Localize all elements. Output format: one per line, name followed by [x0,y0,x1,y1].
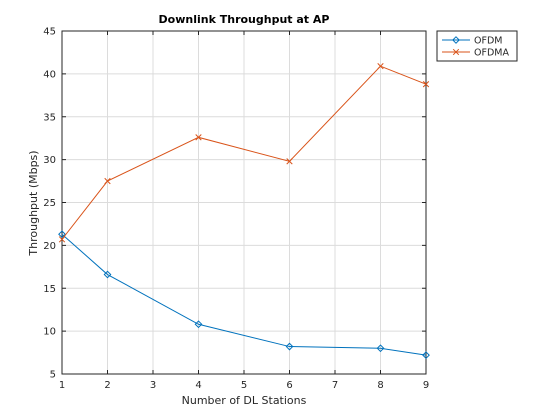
x-tick-label: 8 [377,380,383,391]
data-point-ofdm [376,344,385,353]
y-tick-label: 10 [43,327,56,338]
x-tick-label: 9 [423,380,429,391]
data-point-ofdma [422,81,430,88]
legend-label-ofdma: OFDMA [474,48,509,59]
data-point-ofdma [195,134,202,141]
data-point-ofdma [104,177,111,185]
y-tick-label: 5 [50,370,56,381]
data-point-ofdma-stroke [286,158,293,165]
legend-box [436,30,518,62]
y-tick-label: 30 [43,155,56,166]
x-tick-label: 5 [241,380,247,391]
legend-label-ofdm: OFDM [474,36,502,47]
series-line-ofdma [61,65,427,240]
x-tick-label: 7 [332,380,338,391]
chart-title: Downlink Throughput at AP [159,13,330,26]
series-line-ofdm [61,233,427,356]
data-point-ofdma [58,236,66,243]
series-lines [58,63,430,360]
data-point-ofdm [58,230,66,239]
y-tick-label: 35 [43,112,56,123]
x-axis-label: Number of DL Stations [182,394,307,407]
data-point-ofdm [103,270,112,279]
data-point-ofdma [286,158,293,165]
data-point-ofdma-stroke [422,81,430,88]
data-point-ofdm [194,320,203,329]
data-point-ofdm [285,342,294,351]
series-ofdm [58,230,430,360]
data-point-ofdma-stroke [377,63,384,70]
y-tick-label: 25 [43,198,56,209]
y-tick-label: 45 [43,27,56,38]
data-point-ofdm [422,351,430,360]
legend-item-ofdm: OFDM [442,36,502,47]
x-tick-label: 3 [150,380,156,391]
x-tick-label: 6 [286,380,292,391]
x-tick-label: 4 [195,380,201,391]
legend-marker-ofdm [452,36,460,44]
y-tick-label: 20 [43,241,56,252]
data-point-ofdma-stroke [195,134,202,141]
legend-item-ofdma: OFDMA [442,48,509,59]
data-point-ofdma [377,63,384,70]
legend-marker-ofdma [452,48,460,56]
data-point-ofdma-stroke [58,236,66,243]
x-tick-label: 2 [104,380,110,391]
legend-marker-ofdma-stroke [452,48,460,56]
data-point-ofdma-stroke [104,177,111,185]
y-tick-label: 15 [43,284,56,295]
axes [61,30,427,375]
x-tick-label: 1 [59,380,65,391]
y-tick-label: 40 [43,69,56,80]
y-axis-label: Throughput (Mbps) [27,150,40,256]
grid [62,31,426,374]
series-ofdma [58,63,430,243]
